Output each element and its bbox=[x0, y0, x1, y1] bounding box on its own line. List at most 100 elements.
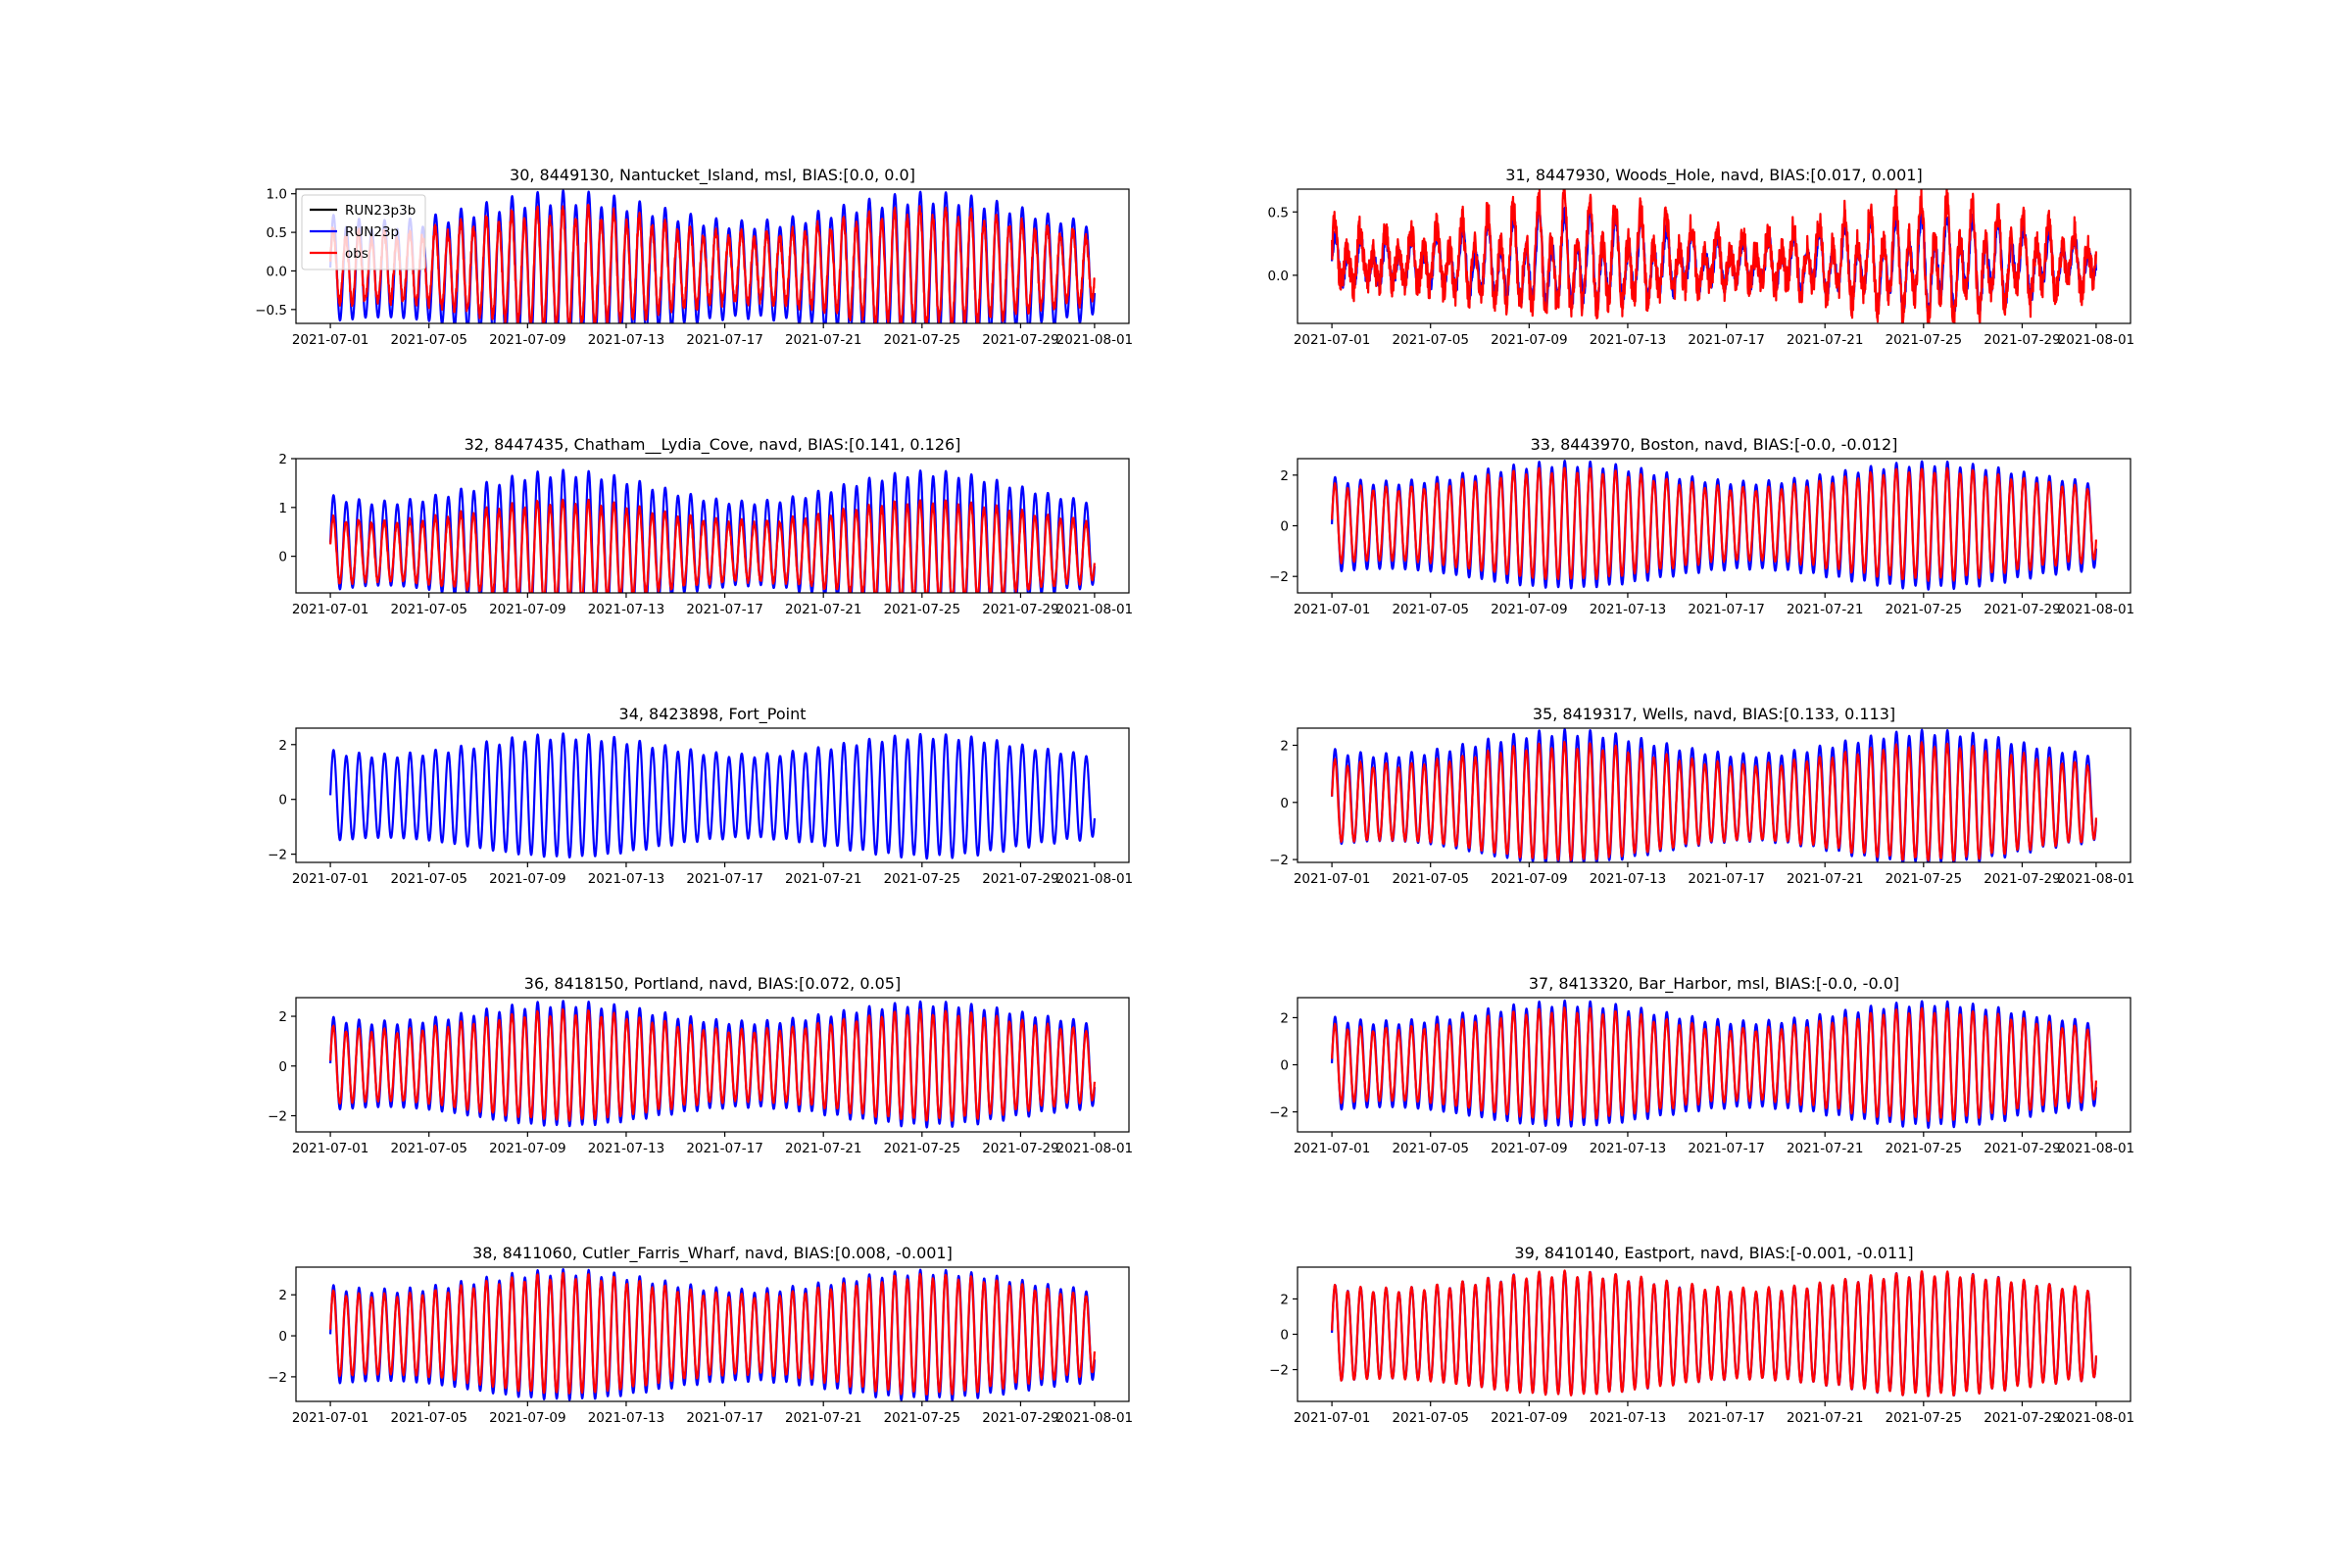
x-tick-label: 2021-07-13 bbox=[588, 1410, 664, 1426]
x-tick-label: 2021-07-05 bbox=[1392, 871, 1468, 887]
y-tick-label: 2 bbox=[1280, 468, 1289, 484]
y-tick-label: 2 bbox=[278, 1009, 287, 1025]
legend-label-obs: obs bbox=[345, 246, 368, 262]
subplot-title: 31, 8447930, Woods_Hole, navd, BIAS:[0.0… bbox=[1505, 166, 1922, 185]
axes-frame bbox=[295, 997, 1130, 1133]
x-tick-label: 2021-07-05 bbox=[1392, 1410, 1468, 1426]
subplot-title: 39, 8410140, Eastport, navd, BIAS:[-0.00… bbox=[1514, 1244, 1913, 1262]
x-tick-label: 2021-07-05 bbox=[1392, 332, 1468, 348]
subplot-title: 32, 8447435, Chatham__Lydia_Cove, navd, … bbox=[465, 435, 961, 455]
x-tick-label: 2021-07-21 bbox=[1787, 602, 1863, 617]
y-tick-label: 0 bbox=[1280, 796, 1289, 811]
y-tick-label: 0 bbox=[1280, 1328, 1289, 1344]
x-tick-label: 2021-07-17 bbox=[1688, 1410, 1764, 1426]
x-tick-label: 2021-07-17 bbox=[1688, 1141, 1764, 1156]
x-tick-label: 2021-08-01 bbox=[2058, 871, 2134, 887]
x-tick-label: 2021-07-21 bbox=[1787, 1141, 1863, 1156]
x-tick-label: 2021-08-01 bbox=[2058, 602, 2134, 617]
y-tick-label: −2 bbox=[268, 1370, 287, 1386]
axes-frame bbox=[295, 188, 1130, 324]
y-tick-label: 0.5 bbox=[1268, 205, 1289, 220]
subplot-title: 33, 8443970, Boston, navd, BIAS:[-0.0, -… bbox=[1531, 435, 1898, 454]
x-tick-label: 2021-07-13 bbox=[588, 1141, 664, 1156]
x-tick-label: 2021-08-01 bbox=[2058, 1141, 2134, 1156]
subplot-1: 31, 8447930, Woods_Hole, navd, BIAS:[0.0… bbox=[1268, 166, 2135, 348]
subplot-title: 35, 8419317, Wells, navd, BIAS:[0.133, 0… bbox=[1533, 705, 1895, 723]
subplot-9: 39, 8410140, Eastport, navd, BIAS:[-0.00… bbox=[1269, 1244, 2134, 1426]
x-tick-label: 2021-07-05 bbox=[390, 602, 466, 617]
y-tick-label: 1.0 bbox=[267, 187, 287, 203]
x-tick-label: 2021-07-17 bbox=[1688, 332, 1764, 348]
y-tick-label: 0 bbox=[278, 1059, 287, 1075]
x-tick-label: 2021-07-09 bbox=[1491, 602, 1567, 617]
x-tick-label: 2021-07-01 bbox=[292, 602, 368, 617]
y-tick-label: 0.0 bbox=[267, 264, 287, 279]
x-tick-label: 2021-07-21 bbox=[1787, 871, 1863, 887]
x-tick-label: 2021-07-01 bbox=[292, 1141, 368, 1156]
axes-frame bbox=[295, 458, 1130, 594]
x-tick-label: 2021-08-01 bbox=[2058, 1410, 2134, 1426]
x-tick-label: 2021-07-21 bbox=[785, 602, 861, 617]
y-tick-label: 0 bbox=[1280, 1058, 1289, 1074]
x-tick-label: 2021-07-13 bbox=[1590, 871, 1666, 887]
x-tick-label: 2021-07-21 bbox=[785, 1141, 861, 1156]
x-tick-label: 2021-07-09 bbox=[1491, 871, 1567, 887]
axes-frame bbox=[295, 1266, 1130, 1402]
y-tick-label: 1 bbox=[278, 501, 287, 516]
x-tick-label: 2021-07-01 bbox=[292, 332, 368, 348]
y-tick-label: 2 bbox=[278, 1288, 287, 1303]
x-tick-label: 2021-07-25 bbox=[884, 871, 960, 887]
x-tick-label: 2021-07-25 bbox=[1886, 332, 1962, 348]
x-tick-label: 2021-07-09 bbox=[489, 332, 565, 348]
y-tick-label: −2 bbox=[1269, 1105, 1289, 1121]
x-tick-label: 2021-07-17 bbox=[686, 602, 762, 617]
x-tick-label: 2021-07-01 bbox=[1294, 332, 1370, 348]
x-tick-label: 2021-07-09 bbox=[489, 871, 565, 887]
series-line-obs bbox=[328, 1007, 1097, 1122]
y-tick-label: −2 bbox=[1269, 569, 1289, 585]
x-tick-label: 2021-08-01 bbox=[1056, 602, 1133, 617]
series-line-obs bbox=[328, 1271, 1097, 1396]
x-tick-label: 2021-07-05 bbox=[390, 332, 466, 348]
y-tick-label: −0.5 bbox=[255, 303, 287, 318]
legend-box bbox=[301, 194, 426, 270]
x-tick-label: 2021-08-01 bbox=[1056, 332, 1133, 348]
x-tick-label: 2021-07-25 bbox=[1886, 871, 1962, 887]
subplot-7: 37, 8413320, Bar_Harbor, msl, BIAS:[-0.0… bbox=[1269, 974, 2134, 1156]
series-line-obs bbox=[1330, 466, 2098, 582]
x-tick-label: 2021-07-29 bbox=[982, 1141, 1058, 1156]
y-tick-label: 2 bbox=[278, 738, 287, 754]
legend-label-run23p3b: RUN23p3b bbox=[345, 203, 416, 219]
subplot-title: 38, 8411060, Cutler_Farris_Wharf, navd, … bbox=[472, 1244, 953, 1263]
y-tick-label: 2 bbox=[1280, 1010, 1289, 1026]
x-tick-label: 2021-07-01 bbox=[1294, 871, 1370, 887]
x-tick-label: 2021-08-01 bbox=[2058, 332, 2134, 348]
x-tick-label: 2021-07-13 bbox=[588, 871, 664, 887]
subplot-title: 36, 8418150, Portland, navd, BIAS:[0.072… bbox=[524, 974, 901, 993]
x-tick-label: 2021-07-21 bbox=[1787, 1410, 1863, 1426]
x-tick-label: 2021-07-25 bbox=[884, 332, 960, 348]
subplot-3: 33, 8443970, Boston, navd, BIAS:[-0.0, -… bbox=[1269, 435, 2134, 617]
x-tick-label: 2021-07-09 bbox=[1491, 332, 1567, 348]
y-tick-label: 0 bbox=[278, 793, 287, 808]
x-tick-label: 2021-07-13 bbox=[1590, 1141, 1666, 1156]
series-line-obs bbox=[328, 203, 1096, 323]
axes-frame bbox=[295, 727, 1130, 863]
y-tick-label: 0.5 bbox=[267, 225, 287, 241]
x-tick-label: 2021-07-13 bbox=[588, 602, 664, 617]
y-tick-label: −2 bbox=[1269, 1363, 1289, 1379]
x-tick-label: 2021-07-21 bbox=[785, 871, 861, 887]
series-line-run23p bbox=[328, 732, 1097, 860]
x-tick-label: 2021-07-05 bbox=[390, 1410, 466, 1426]
x-tick-label: 2021-07-21 bbox=[1787, 332, 1863, 348]
x-tick-label: 2021-07-17 bbox=[686, 1141, 762, 1156]
x-tick-label: 2021-07-09 bbox=[1491, 1141, 1567, 1156]
x-tick-label: 2021-07-05 bbox=[390, 1141, 466, 1156]
series-line-obs bbox=[1330, 1269, 2098, 1397]
y-tick-label: 0.0 bbox=[1268, 269, 1289, 284]
x-tick-label: 2021-07-01 bbox=[1294, 1141, 1370, 1156]
x-tick-label: 2021-07-17 bbox=[1688, 602, 1764, 617]
x-tick-label: 2021-08-01 bbox=[1056, 1410, 1133, 1426]
x-tick-label: 2021-07-29 bbox=[982, 1410, 1058, 1426]
